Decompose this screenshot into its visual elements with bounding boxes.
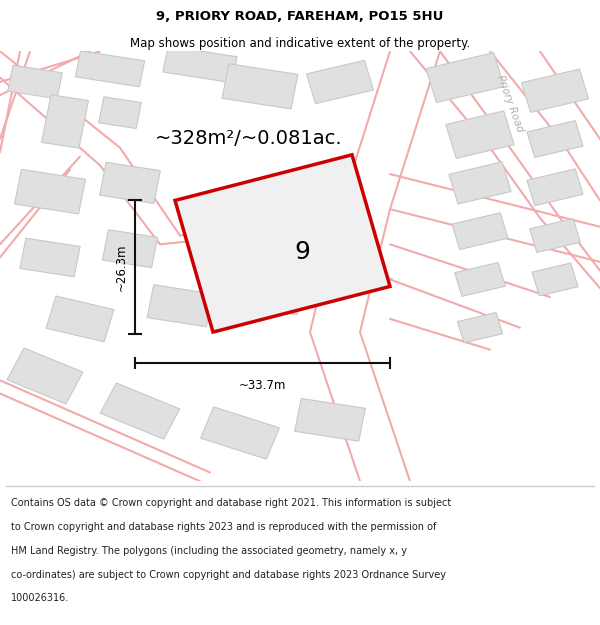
Text: ~328m²/~0.081ac.: ~328m²/~0.081ac. (155, 129, 343, 148)
Polygon shape (527, 121, 583, 158)
Polygon shape (8, 65, 62, 99)
Text: to Crown copyright and database rights 2023 and is reproduced with the permissio: to Crown copyright and database rights 2… (11, 522, 436, 532)
Polygon shape (98, 97, 142, 129)
Text: Map shows position and indicative extent of the property.: Map shows position and indicative extent… (130, 37, 470, 50)
Text: Contains OS data © Crown copyright and database right 2021. This information is : Contains OS data © Crown copyright and d… (11, 499, 451, 509)
Polygon shape (7, 348, 83, 404)
Text: ~26.3m: ~26.3m (115, 243, 128, 291)
Polygon shape (530, 219, 580, 253)
Polygon shape (20, 238, 80, 277)
Polygon shape (426, 52, 504, 102)
Polygon shape (222, 64, 298, 109)
Polygon shape (103, 230, 158, 268)
Polygon shape (76, 51, 145, 87)
Polygon shape (14, 169, 85, 214)
Polygon shape (200, 407, 280, 459)
Polygon shape (449, 162, 511, 204)
Polygon shape (239, 279, 301, 314)
Text: ~33.7m: ~33.7m (239, 379, 286, 392)
Text: HM Land Registry. The polygons (including the associated geometry, namely x, y: HM Land Registry. The polygons (includin… (11, 546, 407, 556)
Polygon shape (147, 285, 213, 327)
Text: co-ordinates) are subject to Crown copyright and database rights 2023 Ordnance S: co-ordinates) are subject to Crown copyr… (11, 569, 446, 579)
Polygon shape (163, 46, 237, 82)
Polygon shape (307, 61, 374, 104)
Polygon shape (455, 262, 505, 296)
Polygon shape (452, 213, 508, 249)
Polygon shape (100, 383, 180, 439)
Polygon shape (532, 263, 578, 296)
Text: Priory Road: Priory Road (495, 74, 525, 134)
Polygon shape (446, 111, 514, 158)
Polygon shape (457, 312, 503, 343)
Polygon shape (295, 399, 365, 441)
Polygon shape (527, 169, 583, 206)
Text: 9, PRIORY ROAD, FAREHAM, PO15 5HU: 9, PRIORY ROAD, FAREHAM, PO15 5HU (157, 10, 443, 23)
Polygon shape (521, 69, 589, 112)
Text: 9: 9 (295, 240, 310, 264)
Polygon shape (46, 296, 114, 342)
Text: 100026316.: 100026316. (11, 593, 69, 603)
Polygon shape (175, 155, 390, 332)
Polygon shape (41, 95, 88, 148)
Text: Priory Road: Priory Road (347, 226, 392, 284)
Polygon shape (100, 162, 160, 204)
